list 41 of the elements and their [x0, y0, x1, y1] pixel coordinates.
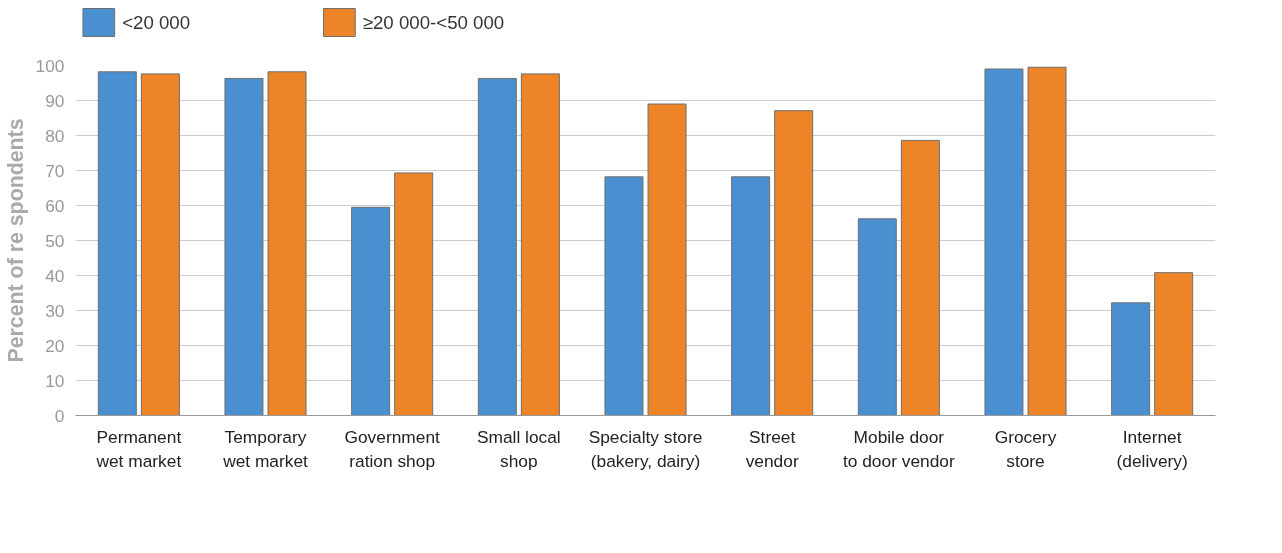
y-tick-label: 0 [54, 405, 65, 426]
bar [1027, 66, 1067, 416]
bar [647, 103, 687, 416]
y-tick-label: 100 [35, 55, 65, 76]
bar [140, 73, 180, 416]
y-tick-label: 20 [45, 335, 65, 356]
x-tick-label: Mobile door to door vendor [842, 426, 955, 471]
bar [900, 139, 940, 416]
y-tick-label: 70 [45, 160, 65, 181]
x-tick-label: Grocery store [994, 426, 1057, 471]
x-tick-label: Small local shop [476, 426, 561, 471]
bar [224, 77, 264, 416]
y-tick-label: 60 [45, 195, 65, 216]
bar [267, 71, 307, 416]
bar [351, 206, 391, 416]
x-tick-label: Permanent wet market [95, 426, 182, 471]
bar [731, 176, 771, 416]
bar [520, 73, 560, 416]
bar [984, 68, 1024, 416]
x-tick-label: Street vendor [745, 426, 799, 471]
bar [97, 71, 137, 416]
x-tick-label: Temporary wet market [222, 426, 309, 471]
bar [604, 176, 644, 416]
y-axis-title: Percent of re spondents [3, 118, 28, 363]
x-tick-label: Internet (delivery) [1116, 426, 1188, 471]
bar [774, 110, 814, 416]
y-tick-label: 30 [45, 300, 65, 321]
legend-label: <20 000 [122, 12, 191, 33]
bar [1111, 302, 1151, 416]
y-tick-label: 90 [45, 90, 65, 111]
x-tick-label: Specialty store (bakery, dairy) [588, 426, 703, 471]
bar [477, 77, 517, 416]
bar [1154, 272, 1194, 416]
y-tick-label: 40 [45, 265, 65, 286]
bar [394, 172, 434, 416]
y-tick-label: 80 [45, 125, 65, 146]
y-tick-label: 10 [45, 370, 65, 391]
x-tick-label: Government ration shop [344, 426, 441, 471]
y-tick-label: 50 [45, 230, 65, 251]
legend-label: ≥20 000-<50 000 [362, 12, 505, 33]
bar [857, 218, 897, 416]
